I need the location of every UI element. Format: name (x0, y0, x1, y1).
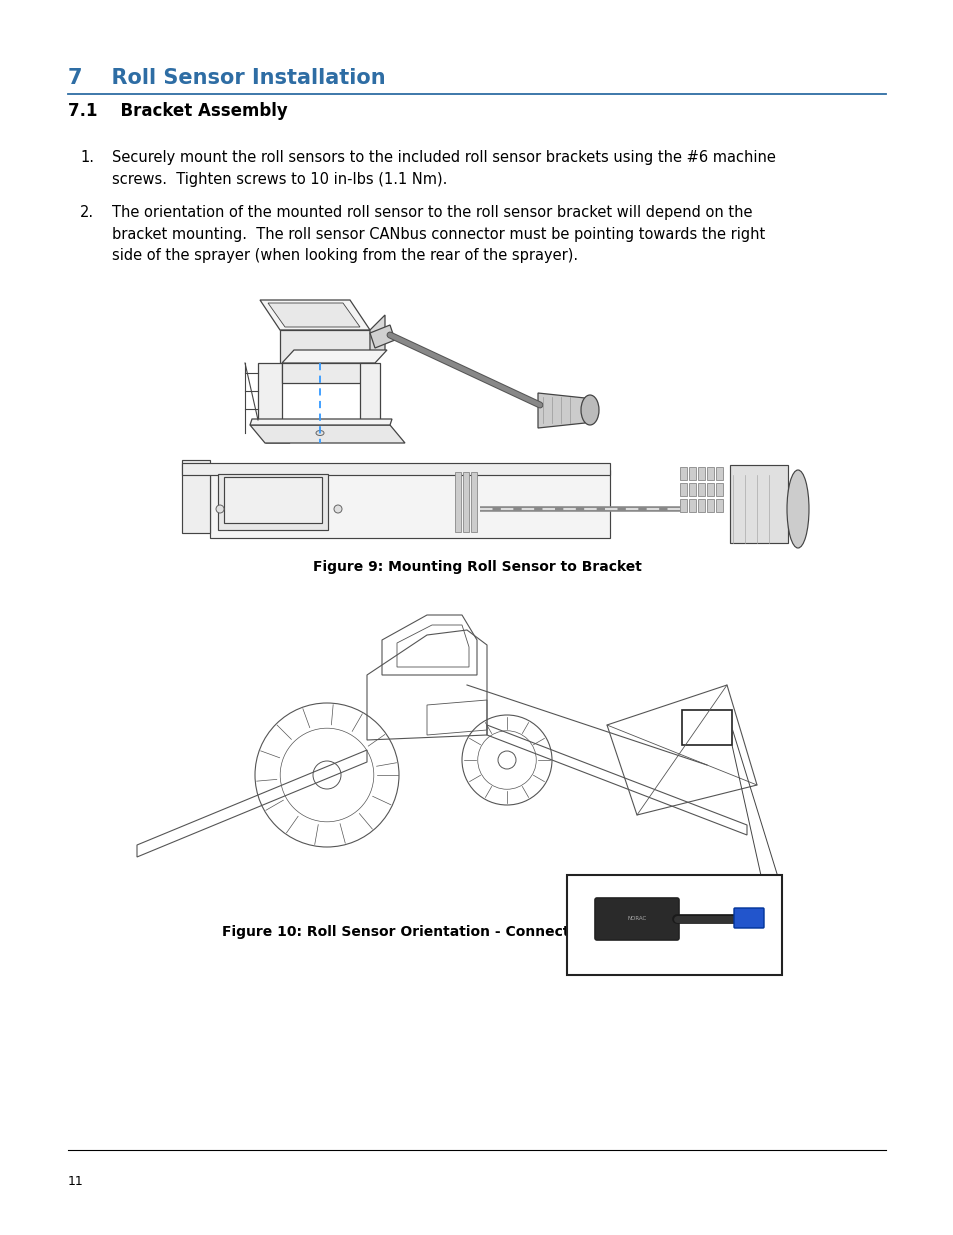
Text: The orientation of the mounted roll sensor to the roll sensor bracket will depen: The orientation of the mounted roll sens… (112, 205, 764, 263)
Text: 7    Roll Sensor Installation: 7 Roll Sensor Installation (68, 68, 385, 88)
Text: 7.1    Bracket Assembly: 7.1 Bracket Assembly (68, 103, 288, 120)
Polygon shape (370, 315, 385, 366)
Polygon shape (537, 393, 584, 429)
Bar (729, 466, 787, 543)
Polygon shape (257, 430, 290, 443)
Ellipse shape (786, 471, 808, 548)
Bar (224, 477, 322, 522)
Bar (688, 499, 696, 513)
Bar (566, 876, 781, 974)
Polygon shape (359, 363, 379, 430)
Bar (210, 471, 609, 538)
Bar (716, 483, 722, 496)
Bar (688, 467, 696, 480)
Text: 2.: 2. (80, 205, 94, 220)
Bar (698, 483, 704, 496)
Polygon shape (282, 350, 387, 363)
Bar (706, 483, 713, 496)
Polygon shape (268, 303, 359, 327)
Ellipse shape (315, 431, 324, 436)
Text: Securely mount the roll sensors to the included roll sensor brackets using the #: Securely mount the roll sensors to the i… (112, 149, 775, 186)
Bar (716, 467, 722, 480)
Polygon shape (260, 300, 370, 330)
Bar (681, 710, 731, 745)
Bar (182, 463, 609, 475)
Polygon shape (370, 325, 395, 348)
Ellipse shape (334, 505, 341, 513)
FancyBboxPatch shape (595, 898, 679, 940)
Text: Figure 10: Roll Sensor Orientation - Connector Facing Right Wing: Figure 10: Roll Sensor Orientation - Con… (221, 925, 732, 939)
Bar (698, 467, 704, 480)
Polygon shape (250, 419, 392, 425)
Bar (706, 499, 713, 513)
Ellipse shape (580, 395, 598, 425)
Bar (471, 472, 476, 532)
FancyBboxPatch shape (733, 908, 763, 927)
Polygon shape (280, 330, 370, 366)
Bar (706, 467, 713, 480)
Polygon shape (257, 363, 282, 430)
Polygon shape (250, 425, 405, 443)
Text: NORAC: NORAC (627, 916, 646, 921)
Ellipse shape (215, 505, 224, 513)
Bar (679, 499, 686, 513)
Bar (679, 483, 686, 496)
Bar (716, 499, 722, 513)
Bar (455, 472, 460, 532)
Bar (688, 483, 696, 496)
Bar (679, 467, 686, 480)
Text: Figure 9: Mounting Roll Sensor to Bracket: Figure 9: Mounting Roll Sensor to Bracke… (313, 559, 640, 574)
Text: 1.: 1. (80, 149, 94, 165)
Bar (462, 472, 469, 532)
Bar (182, 459, 210, 534)
Bar (218, 474, 328, 530)
Bar (698, 499, 704, 513)
Polygon shape (282, 363, 375, 383)
Text: 11: 11 (68, 1174, 84, 1188)
